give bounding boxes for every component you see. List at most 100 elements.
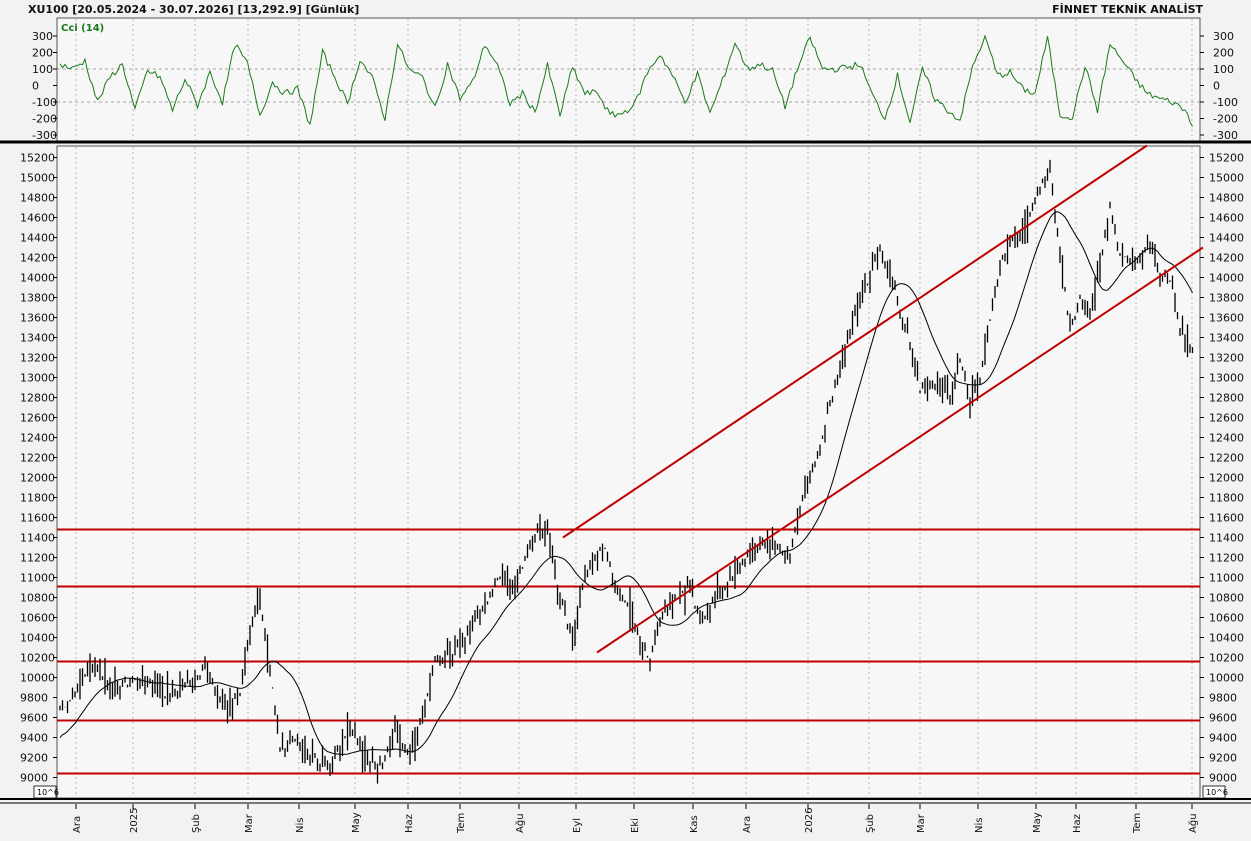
price-tick-right: 9000 — [1209, 772, 1237, 785]
price-tick-right: 9600 — [1209, 712, 1237, 725]
price-tick-left: 11200 — [20, 552, 55, 565]
cci-tick-left: 0 — [32, 80, 39, 93]
price-tick-left: 10000 — [20, 672, 55, 685]
price-tick-left: 14400 — [20, 232, 55, 245]
price-tick-right: 15200 — [1209, 152, 1244, 165]
price-tick-left: 10200 — [20, 652, 55, 665]
x-tick-label: Ağu — [1187, 813, 1199, 833]
cci-tick-right: 200 — [1213, 47, 1234, 60]
price-tick-right: 13800 — [1209, 292, 1244, 305]
price-tick-left: 10800 — [20, 592, 55, 605]
x-tick-label: Mar — [244, 813, 255, 833]
price-tick-right: 14000 — [1209, 272, 1244, 285]
price-tick-right: 9400 — [1209, 732, 1237, 745]
cci-tick-right: 300 — [1213, 30, 1234, 43]
price-tick-right: 11600 — [1209, 512, 1244, 525]
x-tick-label: Ara — [742, 816, 753, 833]
cci-label: Cci (14) — [61, 23, 104, 34]
price-tick-left: 15000 — [20, 172, 55, 185]
price-tick-right: 10600 — [1209, 612, 1244, 625]
price-tick-right: 14200 — [1209, 252, 1244, 265]
cci-tick-right: 100 — [1213, 63, 1234, 76]
price-tick-right: 12400 — [1209, 432, 1244, 445]
channel-lower-line — [596, 246, 1204, 654]
price-tick-left: 11600 — [20, 512, 55, 525]
price-tick-left: 12000 — [20, 472, 55, 485]
price-tick-right: 9200 — [1209, 752, 1237, 765]
price-tick-right: 11800 — [1209, 492, 1244, 505]
x-tick-label: Nis — [974, 818, 985, 833]
x-tick-label: Tem — [1132, 813, 1143, 834]
price-tick-right: 12600 — [1209, 412, 1244, 425]
price-tick-left: 13000 — [20, 372, 55, 385]
price-tick-right: 10400 — [1209, 632, 1244, 645]
price-tick-left: 12400 — [20, 432, 55, 445]
price-tick-left: 12600 — [20, 412, 55, 425]
price-tick-left: 9200 — [20, 752, 48, 765]
price-tick-left: 9400 — [20, 732, 48, 745]
price-tick-left: 11000 — [20, 572, 55, 585]
price-tick-left: 12800 — [20, 392, 55, 405]
price-tick-right: 13600 — [1209, 312, 1244, 325]
price-panel-frame — [56, 145, 1201, 799]
price-tick-left: 10400 — [20, 632, 55, 645]
price-tick-left: 15200 — [20, 152, 55, 165]
price-tick-right: 9800 — [1209, 692, 1237, 705]
price-tick-right: 14800 — [1209, 192, 1244, 205]
price-tick-left: 14800 — [20, 192, 55, 205]
cci-tick-left: -300 — [32, 129, 57, 142]
price-tick-right: 13400 — [1209, 332, 1244, 345]
price-tick-left: 14200 — [20, 252, 55, 265]
price-tick-right: 10000 — [1209, 672, 1244, 685]
x-tick-label: Şub — [865, 814, 876, 833]
cci-tick-right: 0 — [1213, 80, 1220, 93]
x-tick-label: Ara — [72, 816, 83, 833]
x-tick-label: Nis — [295, 818, 306, 833]
price-tick-left: 11400 — [20, 532, 55, 545]
price-tick-right: 10800 — [1209, 592, 1244, 605]
scale-badge-left: 10^6 — [37, 788, 59, 797]
price-tick-right: 11400 — [1209, 532, 1244, 545]
price-tick-right: 11200 — [1209, 552, 1244, 565]
price-tick-right: 13000 — [1209, 372, 1244, 385]
x-tick-label: Haz — [404, 814, 415, 833]
price-tick-right: 14400 — [1209, 232, 1244, 245]
scale-badge-right: 10^6 — [1206, 788, 1228, 797]
x-tick-label: May — [1032, 812, 1043, 833]
x-tick-label: 2025 — [129, 808, 140, 833]
price-tick-left: 14000 — [20, 272, 55, 285]
x-tick-label: Haz — [1072, 814, 1083, 833]
x-tick-label: Kas — [689, 815, 700, 833]
price-tick-left: 9000 — [20, 772, 48, 785]
price-tick-left: 13400 — [20, 332, 55, 345]
cci-tick-left: 200 — [32, 47, 53, 60]
cci-tick-left: 300 — [32, 30, 53, 43]
cci-tick-right: -200 — [1213, 113, 1238, 126]
x-tick-label: Tem — [456, 813, 467, 834]
price-tick-right: 14600 — [1209, 212, 1244, 225]
price-tick-left: 11800 — [20, 492, 55, 505]
scale-badge-left-box — [33, 785, 57, 799]
x-tick-label: Eyl — [572, 818, 583, 833]
moving-average-line — [59, 211, 1193, 756]
price-tick-left: 13200 — [20, 352, 55, 365]
x-tick-label: Mar — [916, 813, 927, 833]
cci-tick-right: -300 — [1213, 129, 1238, 142]
price-tick-right: 12800 — [1209, 392, 1244, 405]
cci-tick-left: -100 — [32, 96, 57, 109]
price-tick-left: 10600 — [20, 612, 55, 625]
x-tick-label: Eki — [630, 818, 641, 833]
cci-tick-left: 100 — [32, 63, 53, 76]
price-tick-left: 9800 — [20, 692, 48, 705]
price-tick-right: 11000 — [1209, 572, 1244, 585]
price-tick-left: 9600 — [20, 712, 48, 725]
cci-line — [59, 34, 1193, 127]
price-tick-right: 13200 — [1209, 352, 1244, 365]
price-tick-left: 13800 — [20, 292, 55, 305]
price-tick-right: 12000 — [1209, 472, 1244, 485]
cci-panel-frame — [56, 17, 1201, 142]
cci-tick-right: -100 — [1213, 96, 1238, 109]
chart-header-title: XU100 [20.05.2024 - 30.07.2026] [13,292.… — [28, 3, 360, 16]
brand-label: FİNNET TEKNİK ANALİST — [1052, 3, 1203, 16]
